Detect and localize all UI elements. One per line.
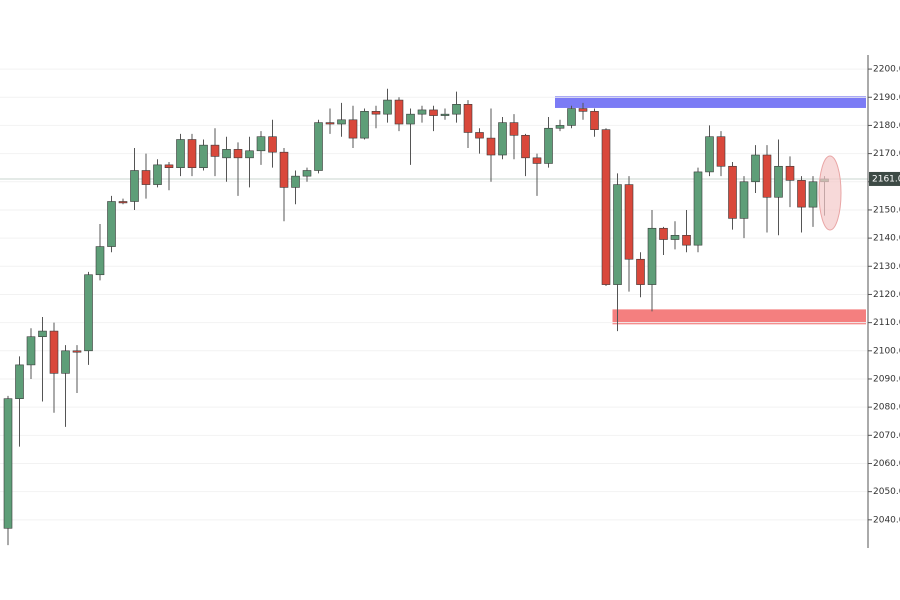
y-tick-label: 2100.0 bbox=[873, 346, 900, 356]
candle-body bbox=[325, 122, 335, 125]
candle-body bbox=[463, 104, 473, 133]
candle-body bbox=[751, 154, 760, 183]
candle-body bbox=[153, 164, 162, 185]
y-tick-label: 2050.0 bbox=[873, 487, 900, 497]
y-tick-label: 2190.0 bbox=[873, 93, 900, 103]
candle-body bbox=[383, 99, 392, 115]
candle-body bbox=[739, 181, 749, 219]
y-tick-label: 2180.0 bbox=[873, 121, 900, 131]
candle-body bbox=[762, 154, 772, 198]
y-tick-label: 2090.0 bbox=[873, 374, 900, 384]
candle-body bbox=[245, 150, 254, 159]
candle-body bbox=[360, 111, 369, 139]
candle-body bbox=[49, 330, 59, 374]
candle-body bbox=[314, 122, 323, 171]
candle-body bbox=[302, 170, 312, 177]
candle-body bbox=[406, 113, 415, 125]
candle-body bbox=[72, 350, 82, 353]
candle-body bbox=[636, 258, 645, 285]
candle-body bbox=[371, 111, 381, 115]
candle-body bbox=[475, 132, 484, 139]
candle-body bbox=[498, 122, 507, 156]
y-tick-label: 2110.0 bbox=[873, 318, 900, 328]
candle-body bbox=[118, 201, 128, 204]
y-tick-label: 2040.0 bbox=[873, 515, 900, 525]
candle-body bbox=[337, 119, 346, 125]
candle-body bbox=[705, 136, 714, 173]
candle-body bbox=[624, 184, 634, 260]
candle-body bbox=[141, 170, 151, 185]
candle-body bbox=[785, 165, 795, 181]
candle-body bbox=[3, 398, 13, 529]
candle-body bbox=[222, 149, 231, 159]
candle-body bbox=[521, 134, 530, 159]
y-tick-label: 2140.0 bbox=[873, 234, 900, 244]
candle-body bbox=[452, 104, 461, 115]
candle-body bbox=[728, 165, 737, 219]
candle-body bbox=[440, 113, 450, 116]
price-zone bbox=[612, 309, 866, 325]
candle-body bbox=[544, 127, 553, 164]
candle-body bbox=[233, 149, 243, 159]
candle-body bbox=[210, 144, 220, 157]
y-tick-label: 2130.0 bbox=[873, 262, 900, 272]
candle-body bbox=[95, 246, 105, 276]
y-tick-label: 2200.0 bbox=[873, 65, 900, 75]
candle-body bbox=[567, 108, 576, 126]
candle-body bbox=[38, 330, 47, 338]
candle-body bbox=[774, 165, 783, 198]
candle-body bbox=[176, 139, 185, 168]
candle-body bbox=[670, 234, 680, 240]
candle-body bbox=[659, 227, 668, 240]
candle-body bbox=[578, 108, 588, 112]
candle-body bbox=[15, 364, 24, 399]
candle-body bbox=[394, 99, 404, 125]
candle-body bbox=[107, 201, 116, 247]
price-zone bbox=[555, 96, 866, 108]
candle-body bbox=[613, 184, 622, 285]
candle-body bbox=[486, 137, 496, 156]
candle-body bbox=[429, 109, 438, 116]
y-tick-label: 2170.0 bbox=[873, 149, 900, 159]
last-price-box bbox=[869, 171, 900, 186]
candle-body bbox=[555, 125, 565, 129]
candle-body bbox=[590, 111, 599, 130]
y-tick-label: 2080.0 bbox=[873, 403, 900, 413]
candle-body bbox=[26, 336, 36, 366]
candle-body bbox=[348, 119, 358, 139]
y-tick-label: 2120.0 bbox=[873, 290, 900, 300]
candle-body bbox=[693, 171, 703, 246]
candle-body bbox=[808, 181, 818, 208]
candle-body bbox=[647, 227, 657, 285]
candle-body bbox=[130, 170, 139, 202]
candle-body bbox=[279, 151, 289, 188]
candle-body bbox=[61, 350, 70, 374]
candle-body bbox=[164, 164, 174, 168]
candle-body bbox=[682, 234, 691, 246]
last-price-label: 2161.0 bbox=[872, 174, 900, 184]
candle-body bbox=[601, 129, 611, 285]
candle-body bbox=[187, 139, 197, 168]
candle-body bbox=[256, 136, 266, 152]
candle-body bbox=[199, 144, 208, 168]
y-tick-label: 2070.0 bbox=[873, 431, 900, 441]
y-tick-label: 2150.0 bbox=[873, 205, 900, 215]
candle-body bbox=[84, 274, 93, 352]
candle-body bbox=[532, 157, 542, 164]
highlight-ellipse bbox=[818, 155, 842, 231]
candle-body bbox=[291, 175, 300, 188]
candle-body bbox=[716, 136, 726, 167]
candle-body bbox=[268, 136, 277, 153]
candle-body bbox=[509, 122, 519, 136]
candle-body bbox=[417, 109, 427, 115]
candle-body bbox=[797, 180, 806, 208]
y-tick-label: 2060.0 bbox=[873, 459, 900, 469]
